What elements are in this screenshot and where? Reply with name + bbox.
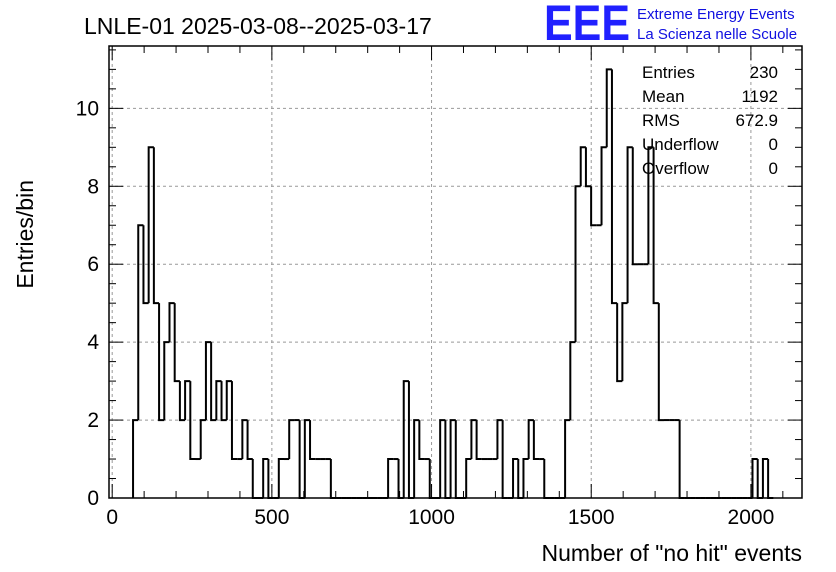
histogram-bin — [173, 303, 180, 383]
x-tick-label: 1500 — [568, 506, 615, 529]
y-tick-label: 8 — [87, 175, 99, 198]
histogram-bin — [579, 146, 586, 187]
histogram-bin — [605, 68, 612, 148]
x-tick-label: 0 — [106, 506, 118, 529]
x-axis-label: Number of "no hit" events — [541, 540, 802, 566]
histogram-bin — [387, 458, 394, 498]
stat-value: 1192 — [741, 87, 778, 106]
histogram-bin — [527, 419, 534, 460]
histogram-bin — [189, 381, 196, 461]
histogram-bin — [475, 420, 482, 461]
y-tick-labels: 0 2 4 6 8 10 — [76, 97, 100, 510]
histogram-bin — [184, 380, 191, 421]
histogram-bin — [246, 420, 253, 461]
stat-value: 0 — [769, 135, 778, 154]
histogram-bin — [230, 381, 238, 461]
histogram-bin — [277, 458, 285, 498]
histogram-bin — [178, 381, 186, 422]
stat-value: 230 — [750, 63, 778, 82]
histogram-bin — [137, 224, 144, 421]
histogram-bin — [522, 458, 529, 498]
histogram-bin — [564, 419, 571, 498]
x-tick-label: 1000 — [408, 506, 455, 529]
histogram-bin — [631, 147, 638, 266]
histogram-bin — [616, 303, 623, 383]
histogram-bin — [647, 146, 654, 265]
histogram-bin — [652, 147, 659, 305]
histogram-bin — [532, 420, 540, 461]
stat-value: 0 — [769, 159, 778, 178]
histogram-bin — [220, 381, 227, 422]
axis-ticks — [109, 46, 802, 499]
histogram-bin — [262, 458, 269, 498]
histogram-bin — [241, 419, 248, 460]
plot-frame — [108, 45, 803, 499]
histogram-bin — [418, 420, 425, 461]
histogram-bin — [215, 380, 222, 421]
histogram-bin — [590, 186, 597, 227]
histogram-bin — [142, 225, 149, 305]
histogram-bin — [512, 458, 519, 498]
histogram-bin — [147, 146, 154, 304]
histogram-bin — [626, 146, 633, 304]
histogram-bin — [210, 342, 217, 422]
histogram-bin — [600, 146, 607, 226]
histogram-bin — [496, 419, 503, 460]
stat-value: 672.9 — [735, 111, 778, 130]
stat-label: Mean — [642, 87, 685, 106]
eee-logo: EEE Extreme Energy Events La Scienza nel… — [544, 0, 797, 51]
histogram-bin — [163, 341, 170, 421]
logo-line-1: Extreme Energy Events — [637, 6, 795, 23]
x-tick-label: 500 — [254, 506, 289, 529]
y-tick-label: 6 — [87, 253, 99, 276]
histogram-bin — [465, 458, 472, 498]
histogram-bin — [657, 303, 665, 422]
histogram-bin — [610, 69, 618, 305]
histogram-bin — [225, 380, 232, 421]
stat-label: Underflow — [642, 135, 719, 154]
histogram-bin — [168, 302, 175, 343]
stat-label: Entries — [642, 63, 695, 82]
histogram-bin — [470, 419, 477, 460]
histogram-bin — [569, 341, 576, 421]
histogram-bin — [158, 303, 165, 422]
histogram-bin — [439, 419, 446, 498]
y-tick-label: 0 — [87, 487, 99, 510]
y-tick-label: 10 — [76, 97, 99, 120]
histogram-bin — [199, 419, 206, 460]
stats-box: Entries 230 Mean 1192 RMS 672.9 Underflow 0 Over… — [642, 63, 778, 178]
histogram-bin — [204, 341, 212, 421]
histogram-bin — [751, 458, 758, 498]
histogram-bin — [449, 419, 456, 498]
chart-title: LNLE-01 2025-03-08--2025-03-17 — [84, 13, 432, 39]
histogram-bin — [621, 302, 628, 382]
stat-label: RMS — [642, 111, 680, 130]
histogram-bin — [309, 420, 316, 461]
histogram-bin — [413, 419, 420, 498]
histogram-bin — [288, 419, 295, 460]
histogram-bin — [574, 185, 581, 343]
histogram-bin — [761, 458, 769, 498]
histogram-bin — [303, 419, 311, 498]
stat-label: Overflow — [642, 159, 710, 178]
eee-logo-mark: EEE — [544, 0, 630, 51]
x-tick-labels: 0 500 1000 1500 2000 — [106, 506, 774, 529]
y-axis-label: Entries/bin — [12, 180, 38, 289]
logo-line-2: La Scienza nelle Scuole — [637, 26, 797, 43]
histogram-bin — [152, 147, 160, 305]
histogram-bin — [132, 419, 139, 498]
x-tick-label: 2000 — [728, 506, 775, 529]
y-tick-label: 4 — [87, 331, 99, 354]
histogram-bin — [402, 380, 409, 498]
y-tick-label: 2 — [87, 409, 99, 432]
histogram-bin — [584, 147, 592, 188]
